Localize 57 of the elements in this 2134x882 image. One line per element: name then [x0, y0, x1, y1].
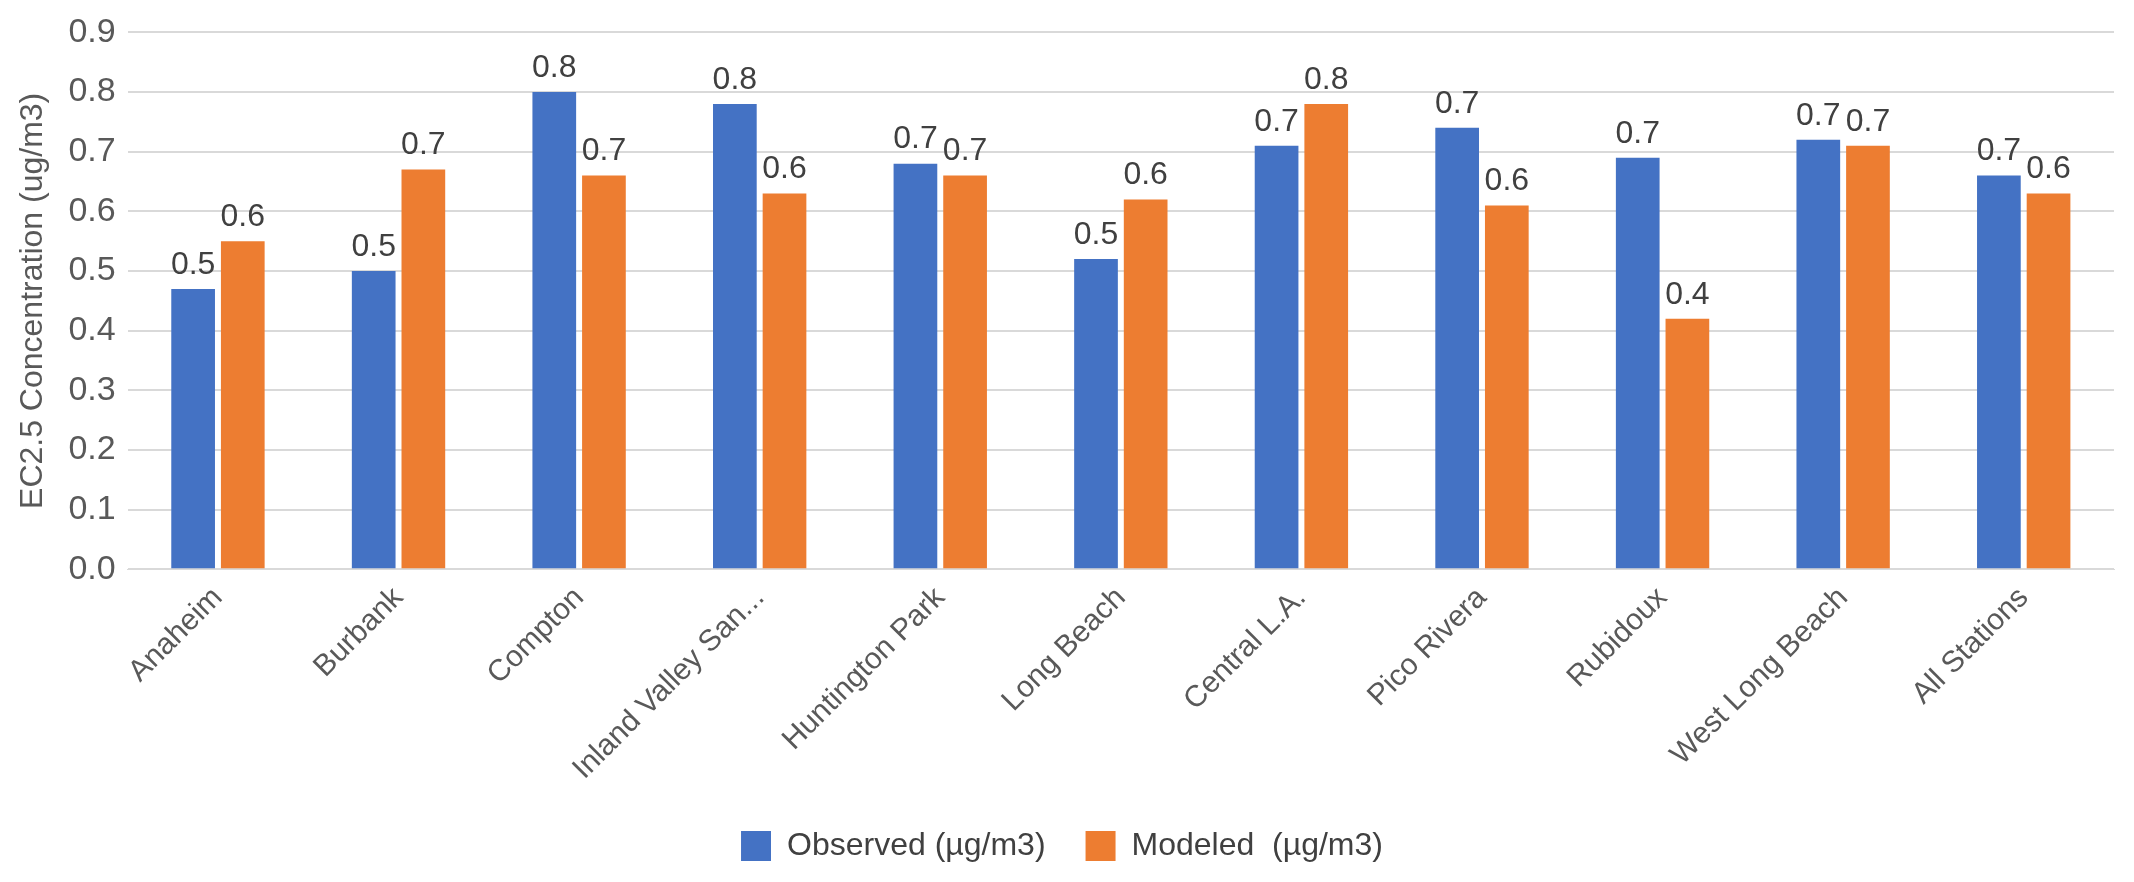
data-label: 0.7: [1796, 95, 1841, 132]
bar: [532, 92, 577, 569]
data-label: 0.4: [1665, 274, 1710, 311]
data-label: 0.7: [1976, 131, 2022, 168]
y-tick-label: 0.9: [68, 10, 116, 49]
bar: [1484, 205, 1529, 569]
y-tick-label: 0.4: [68, 309, 116, 348]
data-label: 0.7: [1615, 113, 1660, 150]
bar: [220, 241, 265, 569]
legend-label: Observed (µg/m3): [787, 825, 1046, 862]
bar: [1123, 199, 1168, 569]
data-label: 0.7: [1254, 101, 1299, 138]
data-label: 0.7: [1434, 83, 1480, 120]
data-label: 0.8: [1304, 59, 1349, 96]
data-label: 0.5: [170, 244, 216, 281]
y-tick-label: 0.6: [68, 189, 116, 228]
bar: [1796, 139, 1841, 569]
data-label: 0.7: [401, 125, 446, 162]
data-label: 0.6: [2026, 149, 2071, 186]
bar: [1977, 175, 2021, 569]
y-tick-label: 0.5: [68, 249, 116, 288]
bar: [171, 288, 215, 569]
data-label: 0.5: [351, 226, 396, 263]
bar: [713, 103, 757, 569]
y-tick-label: 0.8: [68, 70, 116, 109]
data-label: 0.5: [1073, 214, 1119, 251]
data-label: 0.6: [1484, 161, 1530, 198]
data-label: 0.8: [712, 59, 758, 96]
y-tick-label: 0.1: [68, 488, 116, 527]
y-axis-title: EC2.5 Concentration (ug/m3): [13, 92, 50, 509]
bar: [2026, 193, 2071, 569]
y-tick-label: 0.3: [68, 368, 116, 407]
bar: [1074, 259, 1118, 569]
bar: [943, 175, 987, 569]
bar: [401, 169, 446, 569]
data-label: 0.7: [893, 119, 938, 156]
bar: [762, 193, 807, 569]
bar: [1615, 157, 1660, 569]
y-tick-label: 0.0: [68, 547, 116, 586]
bar: [1435, 127, 1480, 569]
data-label: 0.8: [532, 47, 577, 84]
y-tick-label: 0.7: [68, 130, 116, 169]
bar: [1304, 103, 1349, 569]
bar: [1846, 145, 1890, 569]
bar: [351, 271, 396, 569]
data-label: 0.7: [942, 131, 988, 168]
data-label: 0.6: [762, 149, 807, 186]
bar: [582, 175, 626, 569]
data-label: 0.7: [581, 131, 627, 168]
bar: [1254, 145, 1299, 569]
y-tick-label: 0.2: [68, 428, 116, 467]
legend-label: Modeled (µg/m3): [1131, 825, 1383, 862]
bar: [1665, 318, 1710, 569]
data-label: 0.6: [220, 197, 266, 234]
bar: [893, 163, 938, 569]
data-label: 0.7: [1845, 101, 1891, 138]
data-label: 0.6: [1123, 155, 1168, 192]
